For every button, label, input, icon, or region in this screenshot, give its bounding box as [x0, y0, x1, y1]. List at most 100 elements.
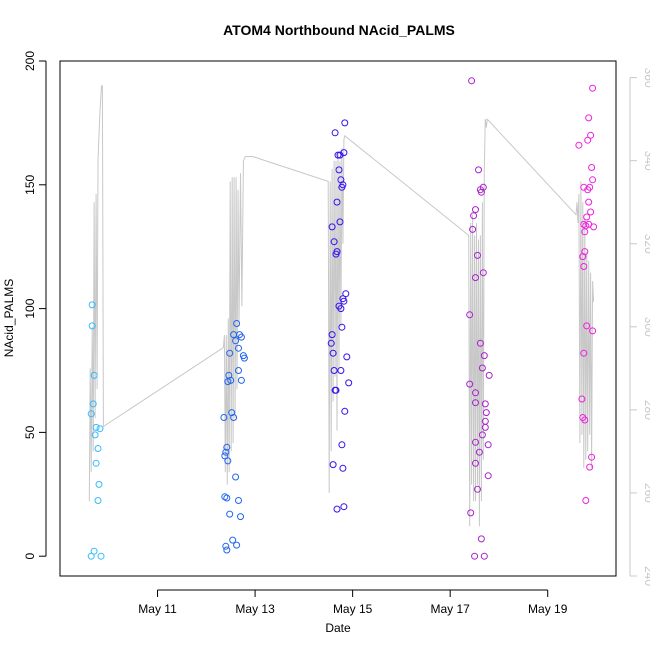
data-point: [95, 480, 103, 488]
data-point: [470, 212, 478, 220]
data-point: [472, 399, 479, 407]
x-tick-label: May 11: [138, 602, 177, 616]
data-point: [583, 213, 591, 221]
data-point: [478, 364, 486, 372]
data-point: [585, 114, 593, 122]
data-point: [343, 353, 351, 361]
data-point: [481, 400, 489, 408]
series-flight2: [220, 320, 248, 554]
data-point: [340, 149, 348, 157]
series-flight5: [575, 84, 598, 504]
data-point: [232, 473, 240, 481]
x-tick-label: May 15: [333, 602, 373, 616]
data-point: [578, 395, 586, 403]
data-point: [580, 263, 588, 270]
data-point: [480, 552, 488, 560]
data-point: [327, 339, 335, 347]
data-point: [580, 220, 588, 228]
data-point: [88, 301, 96, 309]
y-tick-label: 150: [23, 174, 37, 194]
data-point: [338, 183, 346, 191]
data-point: [97, 552, 105, 560]
data-point: [90, 371, 98, 379]
data-point: [472, 389, 479, 397]
y2-axis: 240 260 280 300 320 340 360: [629, 68, 650, 586]
y-tick-label: 200: [23, 51, 37, 71]
data-point: [335, 166, 343, 174]
plot-frame: [59, 60, 617, 577]
data-point: [476, 186, 484, 194]
series-flight1: [87, 301, 105, 560]
data-point: [237, 376, 245, 384]
data-point: [479, 269, 487, 277]
series-flight4: [466, 77, 493, 560]
y2-tick-label: 300: [642, 317, 650, 337]
data-point: [229, 536, 237, 544]
data-point: [87, 410, 95, 418]
data-point: [474, 251, 481, 259]
y-axis-label: NAcid_PALMS: [2, 279, 16, 357]
data-point: [475, 448, 483, 456]
data-point: [92, 423, 100, 431]
data-point: [585, 198, 593, 206]
data-point: [484, 441, 492, 449]
data-point: [232, 337, 240, 345]
data-point: [588, 164, 596, 171]
data-point: [222, 542, 230, 550]
data-point: [484, 472, 492, 480]
y2-tick-label: 240: [642, 566, 650, 586]
data-point: [336, 218, 344, 226]
data-point: [223, 546, 231, 554]
data-point: [584, 136, 592, 144]
data-point: [475, 166, 482, 174]
data-point: [89, 400, 97, 408]
data-point: [466, 311, 474, 319]
data-point: [221, 452, 229, 460]
data-point: [332, 386, 340, 394]
y-axis: 0 50 100 150 200: [23, 51, 47, 560]
data-point: [342, 290, 350, 298]
data-point: [235, 497, 242, 504]
y2-tick-label: 360: [642, 68, 650, 88]
data-point: [478, 431, 486, 439]
data-point: [590, 223, 598, 231]
chart-title: ATOM4 Northbound NAcid_PALMS: [223, 22, 455, 38]
series-flight3: [327, 119, 353, 513]
data-point: [589, 176, 597, 184]
data-point: [468, 77, 476, 85]
data-point: [485, 371, 493, 379]
data-point: [224, 457, 232, 465]
data-point: [223, 443, 231, 451]
data-point: [467, 509, 475, 517]
data-point: [331, 129, 339, 137]
data-point: [240, 354, 248, 362]
data-point: [341, 407, 349, 415]
data-point: [224, 378, 232, 386]
y-tick-label: 50: [23, 425, 37, 439]
data-point: [328, 331, 336, 339]
data-point: [471, 552, 479, 560]
data-point: [579, 253, 587, 261]
y2-tick-label: 260: [642, 483, 650, 503]
data-point: [466, 380, 474, 388]
data-point: [226, 510, 234, 518]
data-point: [230, 414, 238, 421]
x-tick-label: May 17: [430, 602, 470, 616]
data-point: [237, 333, 245, 341]
data-point: [226, 349, 234, 357]
data-point: [337, 367, 345, 374]
data-point: [220, 414, 228, 421]
data-point: [583, 322, 591, 330]
data-point: [221, 493, 229, 501]
data-point: [87, 552, 95, 560]
data-point: [339, 464, 347, 472]
data-point: [334, 151, 342, 159]
data-point: [222, 448, 230, 456]
data-point: [472, 459, 479, 467]
data-point: [340, 503, 348, 511]
data-point: [587, 208, 595, 216]
y-tick-label: 100: [23, 298, 37, 318]
data-point: [333, 198, 341, 206]
data-point: [329, 461, 337, 469]
